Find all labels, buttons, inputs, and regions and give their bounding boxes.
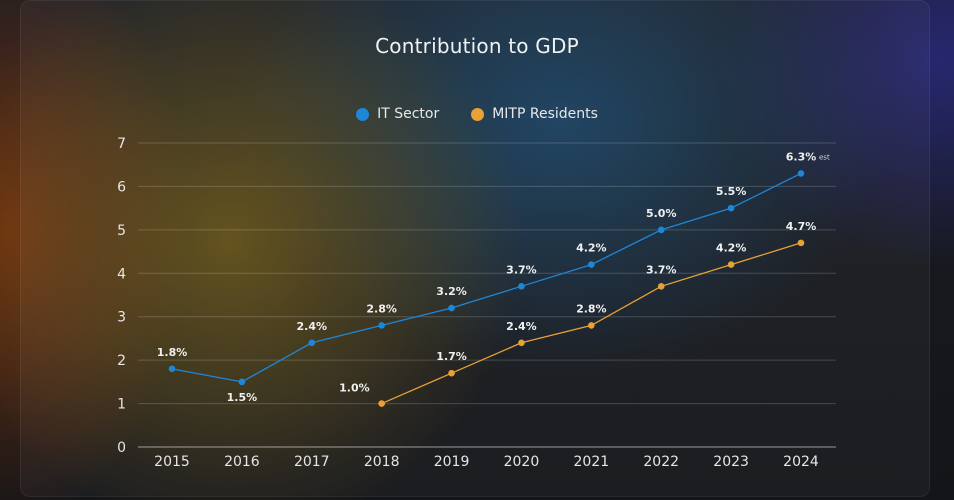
x-tick-label-2015: 2015 [154,454,190,470]
y-tick-label-6: 6 [117,179,126,195]
data-label-it-sector-2018: 2.8% [366,302,397,315]
data-point-it-sector-2018 [378,322,385,329]
legend-label-mitp-residents: MITP Residents [492,106,598,122]
chart-title: Contribution to GDP [375,34,579,58]
legend-item-it-sector[interactable]: IT Sector [356,106,439,122]
y-tick-label-3: 3 [117,310,126,326]
data-label-it-sector-2024: 6.3% [786,150,817,163]
data-label-mitp-residents-2021: 2.8% [576,302,607,315]
chart-legend: IT Sector MITP Residents [0,106,954,122]
x-tick-label-2023: 2023 [713,454,749,470]
data-label-it-sector-2023: 5.5% [716,185,747,198]
data-point-it-sector-2017 [308,339,316,347]
chart-card [20,0,930,497]
data-label-mitp-residents-2018: 1.0% [339,382,370,395]
y-tick-label-7: 7 [117,136,126,152]
data-label-mitp-residents-2020: 2.4% [506,320,537,333]
y-tick-label-5: 5 [117,223,126,239]
data-point-it-sector-2016 [238,378,246,386]
x-tick-label-2021: 2021 [574,454,610,470]
x-tick-label-2020: 2020 [504,454,540,470]
data-label-it-sector-2020: 3.7% [506,263,537,276]
y-tick-label-2: 2 [117,353,126,369]
data-point-mitp-residents-2023 [727,261,735,268]
data-label-mitp-residents-2023: 4.2% [716,242,747,255]
data-label-it-sector-2022: 5.0% [646,207,677,220]
legend-marker-mitp-residents [471,107,485,121]
data-point-it-sector-2020 [518,283,525,290]
data-label-mitp-residents-2024: 4.7% [786,220,817,233]
data-label-it-sector-2019: 3.2% [436,285,467,298]
x-tick-label-2017: 2017 [294,454,330,470]
x-tick-label-2022: 2022 [643,454,679,470]
series-line-it-sector [171,172,802,383]
data-point-it-sector-2021 [588,261,595,268]
legend-marker-it-sector [356,107,370,121]
x-tick-label-2019: 2019 [434,454,470,470]
data-label-it-sector-2015: 1.8% [157,346,188,359]
y-tick-label-4: 4 [117,266,126,282]
data-point-mitp-residents-2018 [378,400,385,407]
data-point-mitp-residents-2022 [657,283,665,290]
data-point-mitp-residents-2024 [797,239,805,247]
data-point-mitp-residents-2020 [518,339,525,347]
y-tick-label-1: 1 [117,397,126,413]
data-label-it-sector-2017: 2.4% [297,320,328,333]
data-point-it-sector-2024 [797,170,805,177]
data-label-it-sector-2016: 1.5% [227,391,258,404]
data-point-mitp-residents-2021 [588,322,595,329]
x-tick-label-2016: 2016 [224,454,260,470]
data-point-mitp-residents-2019 [448,369,455,377]
x-tick-label-2024: 2024 [783,454,819,470]
data-point-it-sector-2022 [657,226,665,234]
data-point-it-sector-2019 [448,304,455,312]
data-label-mitp-residents-2022: 3.7% [646,263,677,276]
data-point-it-sector-2015 [168,365,176,373]
y-tick-label-0: 0 [117,440,126,456]
data-label-mitp-residents-2019: 1.7% [436,350,467,363]
legend-item-mitp-residents[interactable]: MITP Residents [471,106,598,122]
legend-label-it-sector: IT Sector [377,106,440,122]
data-label-note-est: est [819,153,830,161]
data-point-it-sector-2023 [727,204,735,212]
x-tick-label-2018: 2018 [364,454,400,470]
data-label-it-sector-2021: 4.2% [576,242,607,255]
